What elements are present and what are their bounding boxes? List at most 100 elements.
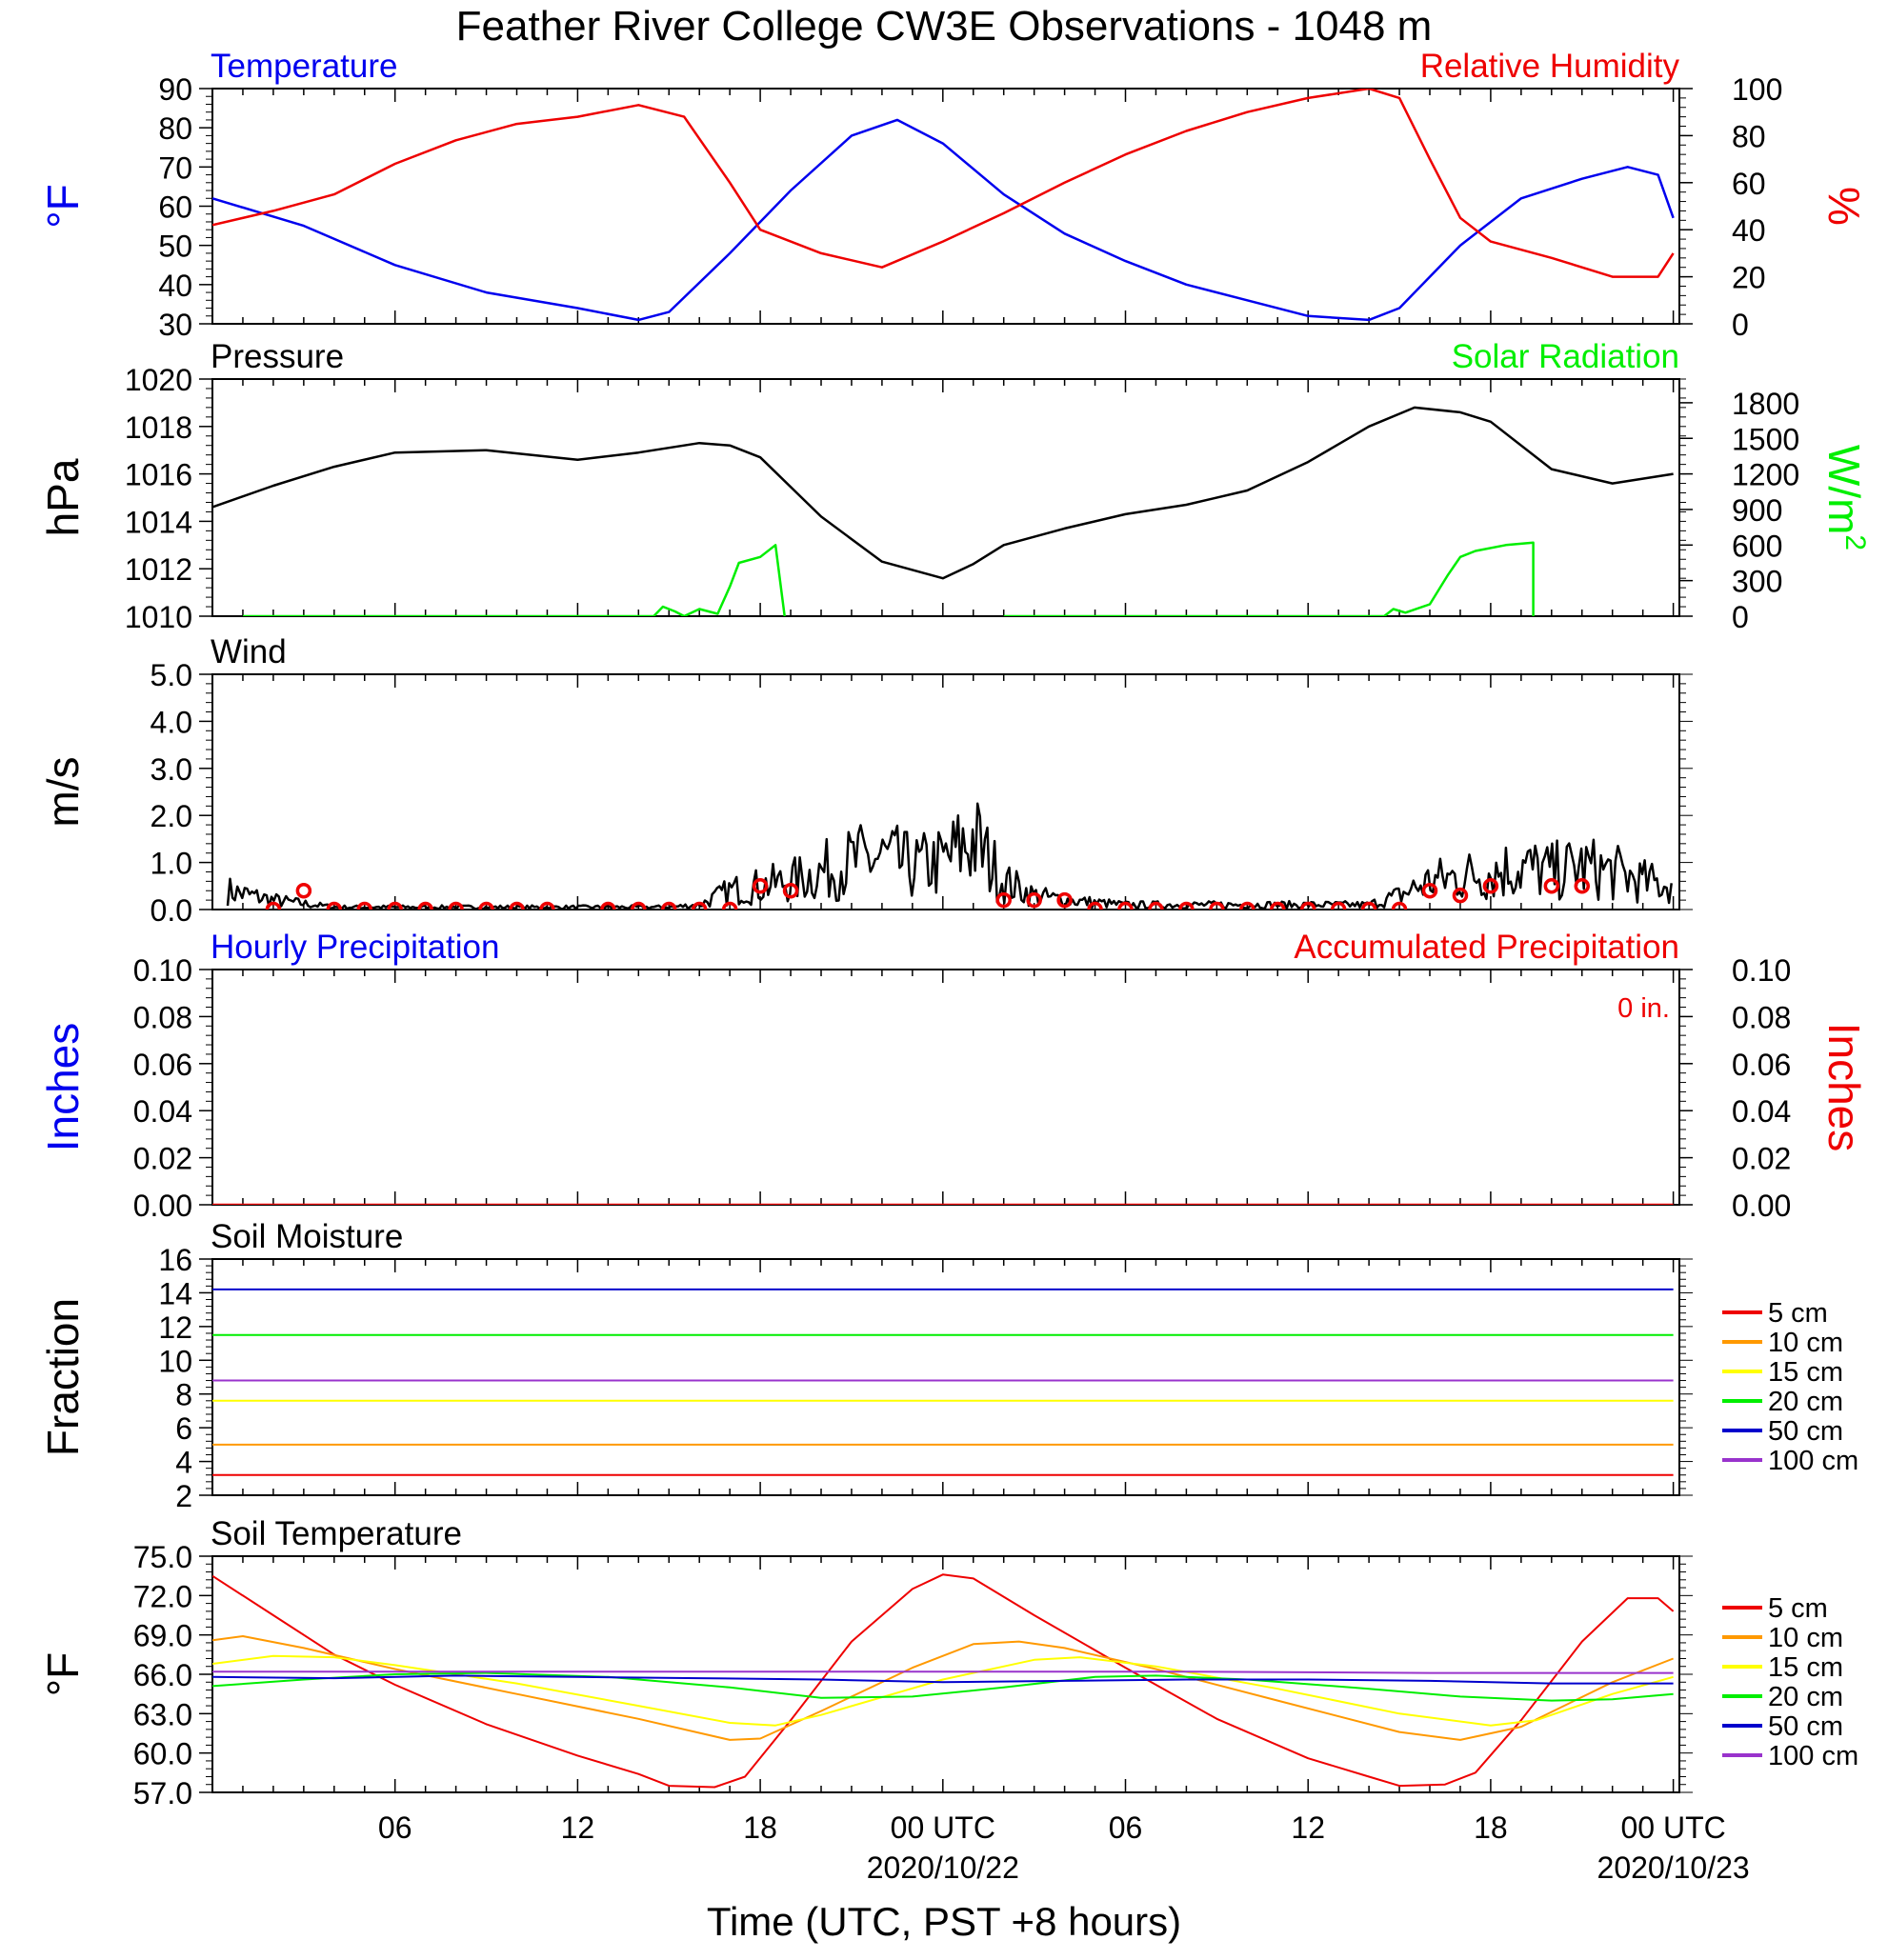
y-tick-label: 1.0 xyxy=(151,847,192,881)
y-tick-label: 0.0 xyxy=(151,893,192,928)
wind-calm-circle xyxy=(1543,878,1560,894)
legend-label: 50 cm xyxy=(1768,1711,1843,1742)
wind-calm-circle xyxy=(661,901,677,910)
wind-calm-circle xyxy=(1452,887,1469,904)
y-tick-label: 60 xyxy=(158,190,192,225)
series-line-50cm xyxy=(212,1674,1674,1685)
wind-calm-circle xyxy=(995,891,1012,909)
wind-calm-circle xyxy=(1421,882,1438,899)
y-right-axis-label: Inches xyxy=(1819,1023,1869,1152)
panel-1: 30 40 50 60 70 80 90 0 20 40 60 80 100 Temperature Rel… xyxy=(38,48,1869,342)
wind-calm-circle xyxy=(752,878,769,894)
wind-calm-circle xyxy=(1178,901,1195,910)
y-tick-label: 1020 xyxy=(125,363,192,397)
wind-calm-circle xyxy=(1209,901,1225,910)
legend-label: 15 cm xyxy=(1768,1357,1843,1388)
y-tick-label: 66.0 xyxy=(133,1658,192,1692)
y-tick-label: 1018 xyxy=(125,410,192,445)
wind-calm-circle xyxy=(478,901,494,910)
panel-4: 0.00 0.02 0.04 0.06 0.08 0.10 0.00 0.02 0.04 0.06… xyxy=(38,929,1869,1223)
series-line-10cm xyxy=(212,1635,1674,1741)
y-right-tick-label: 40 xyxy=(1732,213,1766,248)
plot-frame xyxy=(211,88,1680,325)
y-right-axis-label: W/m2 xyxy=(1819,445,1871,550)
legend-label: 5 cm xyxy=(1768,1298,1828,1329)
x-tick-label: 12 xyxy=(1291,1810,1325,1845)
series-line-5cm xyxy=(212,1573,1675,1789)
wind-calm-circle xyxy=(1330,901,1347,910)
series-line-1 xyxy=(212,89,1675,278)
y-tick-label: 0.08 xyxy=(133,1000,192,1034)
y-tick-label: 14 xyxy=(158,1276,192,1310)
y-tick-label: 90 xyxy=(158,72,192,107)
series-line-1 xyxy=(243,544,786,616)
y-tick-label: 0.00 xyxy=(133,1189,192,1223)
series-line-0 xyxy=(212,118,1675,322)
series-line-0 xyxy=(212,406,1674,580)
x-date-label: 2020/10/22 xyxy=(867,1850,1019,1885)
y-tick-label: 57.0 xyxy=(133,1776,192,1810)
panel-title-left: Hourly Precipitation xyxy=(211,929,499,966)
y-right-tick-label: 0.04 xyxy=(1732,1094,1791,1129)
wind-calm-circle xyxy=(1117,901,1134,910)
panel-title-right: Relative Humidity xyxy=(1420,48,1680,85)
y-tick-label: 1012 xyxy=(125,552,192,587)
y-tick-label: 1014 xyxy=(125,505,192,539)
legend-label: 10 cm xyxy=(1768,1623,1843,1653)
wind-calm-circle xyxy=(509,901,525,910)
wind-calm-circle xyxy=(539,901,555,910)
y-tick-label: 80 xyxy=(158,111,192,146)
panel-title-right: Accumulated Precipitation xyxy=(1294,929,1679,966)
legend-label: 100 cm xyxy=(1768,1741,1858,1771)
y-right-tick-label: 0 xyxy=(1732,308,1749,342)
y-axis-label: hPa xyxy=(38,458,88,536)
y-tick-label: 5.0 xyxy=(151,658,192,692)
y-tick-label: 8 xyxy=(175,1378,192,1412)
figure-title: Feather River College CW3E Observations … xyxy=(456,3,1433,50)
wind-calm-circle xyxy=(691,901,708,910)
x-date-label: 2020/10/23 xyxy=(1597,1850,1750,1885)
y-tick-label: 12 xyxy=(158,1310,192,1345)
legend-label: 15 cm xyxy=(1768,1652,1843,1683)
plot-frame xyxy=(211,969,1680,1206)
x-tick-label: 06 xyxy=(378,1810,412,1845)
y-tick-label: 1010 xyxy=(125,600,192,634)
y-tick-label: 69.0 xyxy=(133,1619,192,1653)
x-tick-label: 12 xyxy=(561,1810,595,1845)
wind-calm-circle xyxy=(1270,901,1286,910)
x-tick-label: 00 UTC xyxy=(1620,1810,1725,1845)
panel-title-left: Temperature xyxy=(211,48,397,85)
series-layer xyxy=(212,1288,1674,1476)
y-tick-label: 2.0 xyxy=(151,799,192,833)
y-right-tick-label: 1800 xyxy=(1732,387,1799,421)
panel-6: 57.0 60.0 63.0 66.0 69.0 72.0 75.0 Soil Tempera… xyxy=(38,1515,1858,1810)
series-line-15cm xyxy=(212,1654,1674,1727)
y-right-tick-label: 1200 xyxy=(1732,458,1799,492)
y-right-tick-label: 20 xyxy=(1732,261,1766,295)
y-tick-label: 70 xyxy=(158,150,192,185)
y-tick-label: 50 xyxy=(158,230,192,264)
plot-frame xyxy=(211,378,1680,617)
y-right-tick-label: 0.06 xyxy=(1732,1048,1791,1082)
wind-calm-circle xyxy=(1391,901,1408,910)
y-tick-label: 4.0 xyxy=(151,705,192,739)
x-tick-label: 06 xyxy=(1109,1810,1143,1845)
y-tick-label: 10 xyxy=(158,1344,192,1378)
panel-title-left: Soil Temperature xyxy=(211,1515,462,1552)
y-right-tick-label: 900 xyxy=(1732,493,1782,528)
y-tick-label: 0.06 xyxy=(133,1048,192,1082)
y-tick-label: 72.0 xyxy=(133,1579,192,1613)
y-right-tick-label: 600 xyxy=(1732,529,1782,563)
wind-calm-circle xyxy=(417,901,433,910)
y-right-tick-label: 0 xyxy=(1732,600,1749,634)
y-tick-label: 63.0 xyxy=(133,1697,192,1731)
x-tick-label: 00 UTC xyxy=(891,1810,995,1845)
wind-calm-circle xyxy=(600,901,616,910)
panel-title-right: Solar Radiation xyxy=(1452,338,1679,375)
wind-calm-circle xyxy=(782,882,799,899)
wind-calm-circle xyxy=(721,901,738,910)
y-tick-label: 4 xyxy=(175,1446,192,1480)
panel-title-left: Soil Moisture xyxy=(211,1218,403,1255)
